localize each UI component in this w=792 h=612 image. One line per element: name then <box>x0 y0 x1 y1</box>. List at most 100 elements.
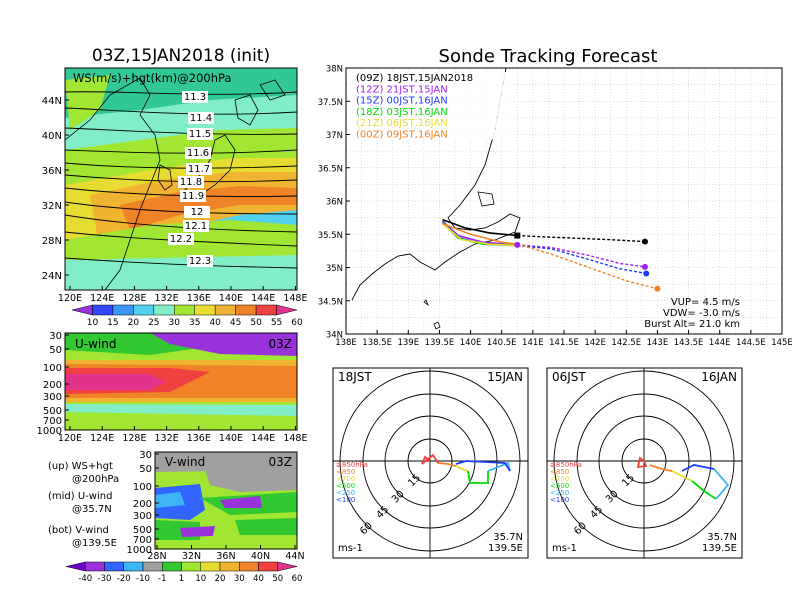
hodo-time-label: 06JST <box>552 370 586 384</box>
panel-legend-notes: (up) WS+hgt @200hPa (mid) U-wind @35.7N … <box>48 461 119 549</box>
annotation-vdw: VDW= -3.0 m/s <box>663 308 740 319</box>
contour-label: 11.9 <box>182 191 204 202</box>
ws-colorbar-swatch <box>112 304 134 316</box>
note-mid-line2: @35.7N <box>72 504 112 515</box>
x-tick-label: 139.5E <box>425 338 455 348</box>
uwind-field <box>65 333 297 430</box>
hodo-unit-label: ms-1 <box>552 543 577 554</box>
v-colorbar-swatch <box>123 561 144 572</box>
lon-tick-label: 128E <box>122 293 146 304</box>
vwind-lat-ticks: 28N 32N 36N 40N 44N <box>147 545 305 562</box>
p-tick-label: 1000 <box>37 426 62 437</box>
v-colorbar-label: 50 <box>272 574 283 584</box>
hodo-trace <box>713 468 730 500</box>
contour-label: 11.7 <box>188 164 210 175</box>
legend-bg <box>352 105 512 117</box>
hodo-pressure-legend: <850 <box>550 468 569 476</box>
lat-tick-label: 28N <box>147 551 166 562</box>
contour-label: 12.2 <box>170 234 192 245</box>
note-up-line2: @200hPa <box>72 474 119 485</box>
hodo-trace <box>437 462 457 467</box>
contour-label-bg <box>187 255 213 267</box>
contour-label-bg <box>186 163 212 175</box>
x-tick-label: 142.5E <box>611 338 641 348</box>
lat-tick-label: 40N <box>251 551 270 562</box>
note-bot-line2: @139.5E <box>72 538 117 549</box>
ws-colorbar-swatch <box>235 304 257 316</box>
contour-label: 11.4 <box>190 113 212 124</box>
v-colorbar-swatch <box>219 561 240 572</box>
ws-colorbar-label: 40 <box>209 318 221 328</box>
track-marker <box>641 263 648 270</box>
ws-colorbar-label: 15 <box>107 318 118 328</box>
x-tick-label: 140.5E <box>487 338 517 348</box>
x-tick-label: 142E <box>584 338 606 348</box>
ws-colorbar-label: 25 <box>148 318 159 328</box>
legend-entry: (18Z) 03JST,16JAN <box>356 107 448 118</box>
lon-tick-label: 120E <box>58 293 82 304</box>
series-line-1 <box>441 220 518 246</box>
uwind-title: U-wind <box>75 337 116 351</box>
lon-tick-label: 124E <box>90 293 114 304</box>
v-colorbar-swatch <box>65 561 86 572</box>
p-tick-label: 300 <box>43 392 62 403</box>
track-marker <box>654 285 661 292</box>
v-colorbar-label: 20 <box>215 574 226 584</box>
hodo-trace <box>455 465 469 472</box>
x-tick-label: 139E <box>397 338 419 348</box>
uwind-time: 03Z <box>269 337 293 351</box>
hodo-trace <box>421 453 439 465</box>
note-bot-line1: (bot) V-wind <box>48 525 109 536</box>
uwind-lon-ticks: 120E 124E 128E 132E 136E 140E 144E 148E <box>58 426 307 444</box>
v-colorbar-swatch <box>258 561 278 572</box>
legend-entry: (15Z) 00JST,16JAN <box>356 96 448 107</box>
y-tick-label: 37N <box>326 131 343 141</box>
series-line-dashed-1 <box>517 244 646 268</box>
v-colorbar-swatch <box>85 561 105 572</box>
series-line-dashed-5 <box>517 243 658 290</box>
ws-colorbar-swatch <box>71 304 93 316</box>
hodo-pressure-legend: <250 <box>550 489 569 497</box>
annotation-vup: VUP= 4.5 m/s <box>671 297 740 308</box>
hodo-pressure-legend: <250 <box>336 489 355 497</box>
p-tick-label: 30 <box>139 450 152 461</box>
note-mid-line1: (mid) U-wind <box>48 491 112 502</box>
ws-colorbar-label: 55 <box>271 318 282 328</box>
ws-colorbar-swatch <box>133 304 155 316</box>
p-tick-label: 500 <box>43 406 62 417</box>
track-x-ticks: 138E 138.5E 139E 139.5E 140E 140.5E 141E 141.5E… <box>335 330 792 348</box>
series-line-dashed-0 <box>517 234 646 243</box>
track-marker <box>641 238 648 245</box>
lat-tick-label: 36N <box>42 166 62 177</box>
series-line-dashed-2 <box>517 244 647 275</box>
lon-tick-label: 144E <box>251 293 275 304</box>
lon-tick-label: 124E <box>90 433 114 444</box>
map-lon-ticks: 120E 124E 128E 132E 136E 140E 144E 148E <box>58 286 307 304</box>
ws-colorbar-label: 30 <box>169 318 181 328</box>
v-colorbar-swatch <box>200 561 221 572</box>
map-lat-ticks: 44N 40N 36N 32N 28N 24N <box>42 96 69 282</box>
hodo-trace <box>649 464 673 472</box>
lat-tick-label: 32N <box>182 551 201 562</box>
hodo-pressure-legend: ≥850hPa <box>550 461 582 469</box>
p-tick-label: 700 <box>43 416 62 427</box>
lat-tick-label: 28N <box>42 236 62 247</box>
hodo-pressure-legend: <700 <box>550 475 569 483</box>
uwind-frame <box>64 332 298 431</box>
contour-label-bg <box>187 128 213 140</box>
track-marker <box>643 270 650 277</box>
hodo-trace <box>671 470 693 482</box>
contour-label-bg <box>182 91 208 103</box>
x-tick-label: 144E <box>709 338 731 348</box>
v-colorbar-label: -30 <box>98 574 112 584</box>
y-tick-label: 35.5N <box>318 231 343 241</box>
p-tick-label: 30 <box>49 331 62 342</box>
map-overlay-label: WS(m/s)+hgt(km)@200hPa <box>73 71 231 85</box>
hodo-pressure-legend: ≥850hPa <box>336 461 368 469</box>
v-colorbar-label: 40 <box>253 574 264 584</box>
lat-tick-label: 36N <box>216 551 235 562</box>
ws-colorbar-label: 50 <box>250 318 262 328</box>
